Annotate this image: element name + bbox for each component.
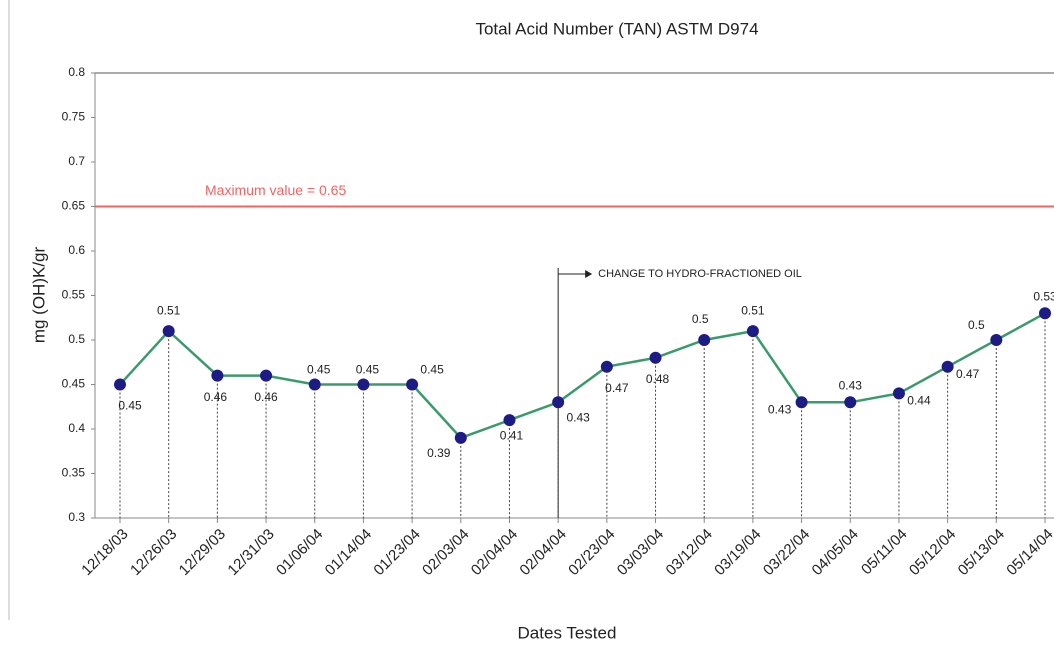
data-label: 0.43 (768, 402, 792, 416)
data-point (844, 396, 857, 409)
y-tick-label: 0.5 (68, 332, 85, 346)
x-tick-label: 01/06/04 (273, 526, 326, 579)
x-tick-label: 01/23/04 (370, 526, 423, 579)
x-tick-label: 05/14/04 (1003, 526, 1054, 579)
y-tick-label: 0.35 (62, 466, 86, 480)
data-label: 0.45 (307, 363, 331, 377)
data-label: 0.45 (420, 363, 444, 377)
data-point (406, 378, 419, 391)
chart-title: Total Acid Number (TAN) ASTM D974 (475, 19, 758, 38)
x-tick-label: 12/26/03 (127, 526, 180, 579)
data-point (260, 369, 273, 382)
data-label: 0.51 (741, 303, 765, 317)
data-point (795, 396, 808, 409)
x-tick-label: 12/31/03 (224, 526, 277, 579)
data-label: 0.51 (157, 303, 181, 317)
y-tick-label: 0.3 (68, 510, 85, 524)
x-tick-label: 01/14/04 (322, 526, 375, 579)
data-point (892, 387, 905, 400)
data-point (503, 414, 516, 427)
data-point (454, 431, 467, 444)
data-label: 0.5 (692, 312, 709, 326)
data-point (357, 378, 370, 391)
annotation: CHANGE TO HYDRO-FRACTIONED OIL (598, 268, 802, 280)
series-line (119, 312, 1046, 440)
x-axis-label: Dates Tested (518, 623, 617, 642)
y-tick-label: 0.55 (62, 288, 86, 302)
data-label: 0.46 (204, 390, 228, 404)
data-point (1039, 307, 1051, 320)
y-tick-label: 0.8 (68, 65, 85, 79)
y-tick-label: 0.4 (68, 421, 85, 435)
data-point (649, 351, 662, 364)
x-tick-label: 03/19/04 (711, 526, 764, 579)
data-label: 0.45 (356, 363, 380, 377)
y-axis-label: mg (OH)K/gr (29, 246, 48, 343)
data-point (600, 360, 613, 373)
data-point (698, 334, 711, 346)
data-label: 0.47 (605, 381, 629, 395)
x-tick-label: 03/12/04 (663, 526, 716, 579)
data-point (211, 369, 224, 382)
data-label: 0.5 (968, 318, 985, 332)
x-tick-label: 12/29/03 (176, 526, 229, 579)
data-point (941, 360, 954, 373)
y-tick-label: 0.7 (68, 154, 85, 168)
data-label: 0.48 (646, 372, 670, 386)
x-tick-label: 12/18/03 (78, 526, 131, 579)
data-point (990, 334, 1003, 346)
x-tick-label: 03/22/04 (760, 526, 813, 579)
y-tick-label: 0.65 (62, 199, 86, 213)
x-tick-label: 02/03/04 (419, 526, 472, 579)
y-tick-label: 0.45 (62, 377, 86, 391)
data-label: 0.53 (1033, 289, 1054, 303)
data-label: 0.43 (566, 410, 590, 424)
data-point (162, 325, 175, 338)
x-tick-label: 05/12/04 (906, 526, 959, 579)
x-tick-label: 02/04/04 (468, 526, 521, 579)
data-point (746, 325, 759, 338)
data-label: 0.47 (956, 367, 980, 381)
data-label: 0.46 (254, 390, 278, 404)
x-tick-label: 05/11/04 (858, 526, 911, 579)
data-label: 0.41 (500, 428, 524, 442)
data-label: 0.45 (118, 399, 142, 413)
y-tick-label: 0.75 (62, 110, 86, 124)
reference-label: Maximum value = 0.65 (205, 182, 346, 198)
data-point (552, 396, 565, 409)
data-point (308, 378, 321, 391)
data-label: 0.39 (427, 446, 451, 460)
x-tick-label: 02/04/04 (516, 526, 569, 579)
data-label: 0.43 (839, 378, 863, 392)
y-tick-label: 0.6 (68, 243, 85, 257)
x-tick-label: 03/03/04 (614, 526, 667, 579)
data-label: 0.44 (907, 394, 931, 408)
x-tick-label: 04/05/04 (809, 526, 862, 579)
data-point (114, 378, 126, 391)
annotation-arrowhead (585, 270, 593, 278)
x-tick-label: 05/13/04 (955, 526, 1008, 579)
x-tick-label: 02/23/04 (565, 526, 618, 579)
